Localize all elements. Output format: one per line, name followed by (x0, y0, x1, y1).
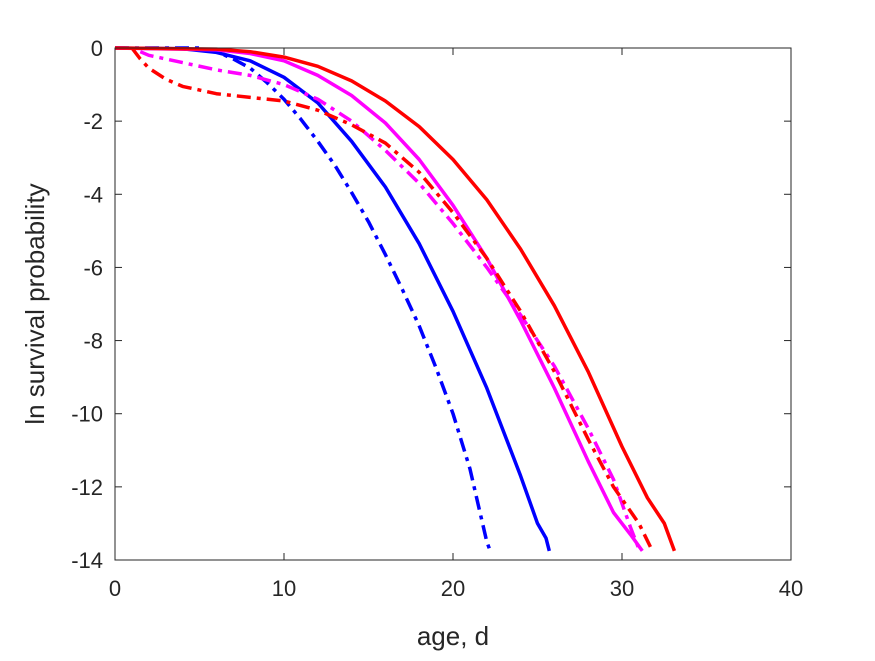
series-line-4 (114, 46, 644, 552)
x-axis-label: age, d (417, 621, 489, 651)
y-tick-label: -4 (83, 182, 103, 207)
plot-area (115, 48, 791, 560)
x-tick-label: 10 (272, 576, 296, 601)
y-tick-label: 0 (91, 36, 103, 61)
y-tick-label: -12 (71, 475, 103, 500)
y-tick-label: -2 (83, 109, 103, 134)
series-line-2 (114, 46, 551, 552)
y-tick-label: -14 (71, 548, 103, 573)
x-tick-label: 40 (779, 576, 803, 601)
series-line-6 (114, 46, 677, 552)
y-tick-label: -10 (71, 402, 103, 427)
y-tick-label: -6 (83, 255, 103, 280)
x-tick-label: 20 (441, 576, 465, 601)
series-layer (114, 46, 677, 552)
y-axis-label: ln survival probability (20, 183, 50, 424)
x-tick-label: 0 (109, 576, 121, 601)
y-tick-label: -8 (83, 329, 103, 354)
series-line-3 (139, 50, 641, 550)
x-tick-label: 30 (610, 576, 634, 601)
y-axis: 0 -2 -4 -6 -8 -10 -12 -14 (71, 36, 791, 573)
x-axis: 0 10 20 30 40 (109, 48, 803, 601)
